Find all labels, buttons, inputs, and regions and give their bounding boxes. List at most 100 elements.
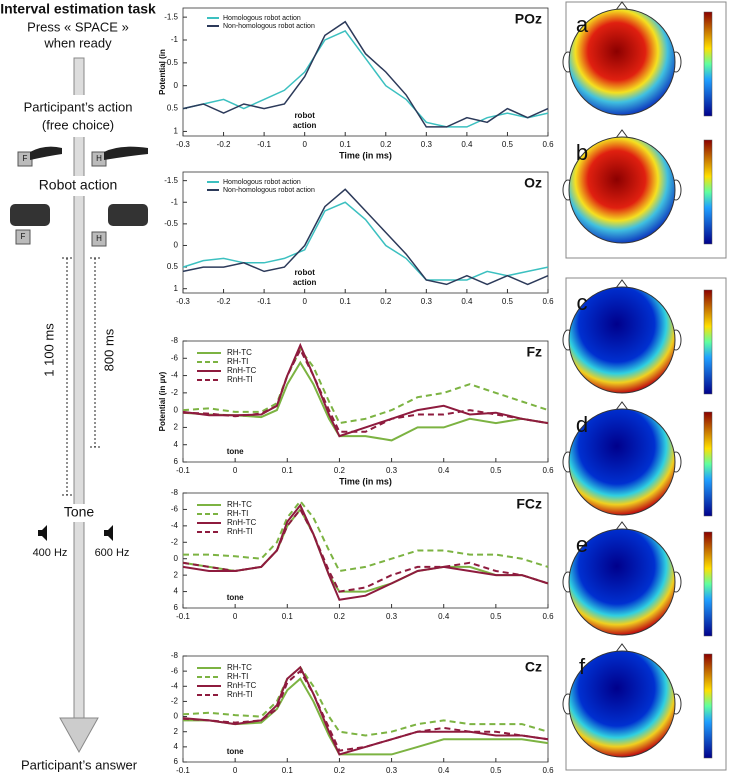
plot-frame: [182, 7, 549, 137]
topomap-panel: [565, 1, 727, 259]
y-tick-label: -1: [171, 35, 179, 44]
nose: [615, 129, 629, 139]
topomaps: a b c d e f: [562, 1, 713, 759]
key-label: F: [23, 154, 28, 163]
x-tick-label: -0.3: [176, 297, 190, 306]
x-tick-label: 0.1: [282, 766, 294, 775]
hand: [30, 146, 62, 160]
topomap: [568, 8, 676, 116]
x-tick-label: 0: [233, 766, 238, 775]
x-tick-label: 0.2: [380, 140, 392, 149]
x-tick-label: 0.3: [421, 297, 433, 306]
x-tick-label: -0.3: [176, 140, 190, 149]
x-tick-label: 0.3: [386, 466, 398, 475]
topomap: [568, 528, 676, 636]
label: when ready: [43, 35, 112, 50]
plot-frame: [182, 492, 549, 609]
y-tick-label: -1: [171, 197, 179, 206]
x-tick-label: 0.4: [461, 140, 473, 149]
panel-letter: a: [576, 12, 589, 37]
y-tick-label: 0: [174, 405, 179, 414]
y-tick-label: 6: [174, 457, 179, 466]
label: Participant’s action: [24, 99, 133, 114]
legend-label: Homologous robot action: [223, 179, 301, 186]
y-tick-label: 0: [174, 81, 179, 90]
legend-label: Homologous robot action: [223, 15, 301, 22]
series-line: [182, 188, 549, 286]
series-line: [183, 499, 549, 573]
x-axis-label: Time (in ms): [339, 150, 392, 160]
x-tick-label: 0.5: [490, 766, 502, 775]
y-tick-label: -1.5: [164, 176, 178, 185]
y-tick-label: 0: [174, 241, 179, 250]
x-tick-label: 0.1: [282, 612, 294, 621]
y-tick-label: 6: [174, 757, 179, 766]
y-tick-label: 0.5: [167, 104, 179, 113]
robot-hand: [10, 204, 50, 226]
topomap: [568, 408, 676, 516]
label-bg: [40, 95, 118, 137]
y-tick-label: -2: [171, 537, 179, 546]
chart-title: Fz: [526, 344, 542, 360]
nose: [615, 279, 629, 289]
label-bg: [55, 504, 103, 522]
x-tick-label: 0.3: [386, 766, 398, 775]
interval-short: [90, 257, 100, 448]
timeline-arrow: [59, 717, 99, 754]
speaker: [38, 525, 47, 541]
x-axis-label: Time (in ms): [339, 476, 392, 486]
charts: -1.5 -1 -0.5 0 0.5 1 -0.3 -0.2 -0.1 0 0.1 0.2 0.3 0.4…: [158, 7, 554, 775]
x-tick-label: 0.5: [502, 297, 514, 306]
x-tick-label: 0: [233, 466, 238, 475]
legend-label: RH-TC: [227, 348, 252, 357]
label: 1 100 ms: [41, 323, 56, 377]
nose: [615, 1, 629, 11]
series-line: [182, 347, 549, 433]
x-tick-label: -0.2: [217, 140, 231, 149]
colorbar: [703, 139, 713, 245]
x-tick-label: 0.4: [461, 297, 473, 306]
label: Press « SPACE »: [27, 19, 129, 34]
annotation: action: [293, 278, 317, 287]
x-tick-label: 0.2: [334, 612, 346, 621]
chart-title: Oz: [524, 175, 542, 191]
x-tick-label: 0.4: [438, 612, 450, 621]
series-line: [182, 669, 549, 752]
annotation: robot: [294, 111, 315, 120]
y-tick-label: -4: [171, 521, 179, 530]
key-label: H: [96, 234, 102, 243]
x-tick-label: 0.1: [340, 297, 352, 306]
series-line: [182, 507, 549, 593]
y-tick-label: -0.5: [164, 219, 178, 228]
legend-label: RH-TC: [227, 500, 252, 509]
annotation: robot: [294, 268, 315, 277]
x-tick-label: -0.1: [176, 612, 190, 621]
x-tick-label: -0.2: [217, 297, 231, 306]
y-tick-label: -4: [171, 371, 179, 380]
series-line: [182, 665, 549, 737]
chart-title: Cz: [525, 659, 542, 675]
nose: [615, 643, 629, 653]
chart-title: POz: [515, 11, 542, 27]
label: 600 Hz: [95, 547, 130, 559]
y-tick-label: -2: [171, 697, 179, 706]
legend-label: RH-TI: [227, 672, 248, 681]
panel-letter: c: [577, 290, 588, 315]
label: Tone: [64, 504, 95, 520]
y-tick-label: 4: [174, 587, 179, 596]
x-tick-label: 0.2: [380, 297, 392, 306]
y-tick-label: 1: [174, 284, 179, 293]
y-tick-label: -6: [171, 353, 179, 362]
speaker: [104, 525, 113, 541]
topomap: [568, 650, 676, 758]
task-diagram: Interval estimation task Press « SPACE »…: [0, 1, 156, 773]
label: (free choice): [42, 117, 114, 132]
label: 800 ms: [101, 328, 116, 371]
colorbar: [703, 11, 713, 117]
y-tick-label: -0.5: [164, 58, 178, 67]
y-tick-label: -8: [171, 651, 179, 660]
y-tick-label: -8: [171, 488, 179, 497]
y-tick-label: -6: [171, 505, 179, 514]
y-tick-label: -2: [171, 388, 179, 397]
key-label: F: [21, 232, 26, 241]
